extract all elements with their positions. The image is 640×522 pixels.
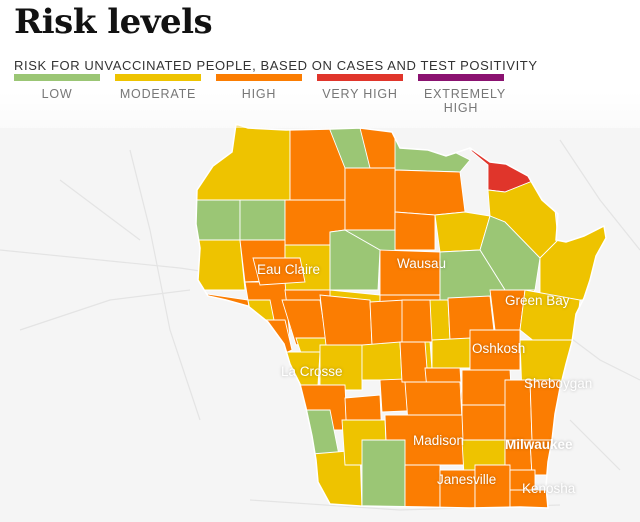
county-oneida[interactable]: [394, 211, 436, 251]
city-label-la-crosse: La Crosse: [281, 364, 343, 379]
legend-swatch-very-high: [317, 74, 403, 81]
county-fond-du-lac[interactable]: [461, 369, 513, 406]
header-panel: Risk levels RISK FOR UNVACCINATED PEOPLE…: [0, 0, 640, 128]
county-lafayette[interactable]: [361, 439, 406, 510]
state-outline: [195, 123, 607, 509]
city-label-green-bay: Green Bay: [505, 293, 570, 308]
legend-item-extremely-high: EXTREMELY HIGH: [418, 74, 506, 115]
legend-item-very-high: VERY HIGH: [317, 74, 403, 101]
legend-item-low: LOW: [14, 74, 100, 101]
legend-label-moderate: MODERATE: [119, 87, 197, 101]
legend-item-moderate: MODERATE: [115, 74, 201, 101]
legend-label-high: HIGH: [241, 87, 277, 101]
city-label-janesville: Janesville: [437, 472, 497, 487]
county-calumet[interactable]: [469, 329, 521, 371]
basemap-roads: [0, 139, 640, 511]
county-eau-claire[interactable]: [252, 257, 306, 286]
legend-swatch-high: [216, 74, 302, 81]
city-label-kenosha: Kenosha: [522, 481, 576, 496]
legend-swatch-low: [14, 74, 100, 81]
city-label-oshkosh: Oshkosh: [472, 341, 526, 356]
county-jackson[interactable]: [319, 294, 373, 346]
county-juneau[interactable]: [361, 341, 403, 381]
city-label-sheboygan: Sheboygan: [524, 376, 593, 391]
city-label-eau-claire: Eau Claire: [257, 262, 321, 277]
legend-label-extremely-high: EXTREMELY HIGH: [424, 87, 506, 115]
county-taylor[interactable]: [329, 229, 381, 291]
city-label-madison: Madison: [413, 433, 465, 448]
county-monroe[interactable]: [319, 344, 363, 391]
county-price[interactable]: [344, 167, 396, 231]
county-waushara[interactable]: [401, 299, 433, 343]
county-winnebago[interactable]: [431, 337, 471, 369]
legend-label-low: LOW: [41, 87, 73, 101]
county-forest[interactable]: [394, 169, 466, 216]
legend-swatch-moderate: [115, 74, 201, 81]
county-dodge[interactable]: [461, 404, 506, 446]
county-rock[interactable]: [439, 469, 476, 510]
legend-label-very-high: VERY HIGH: [322, 87, 398, 101]
county-marquette[interactable]: [399, 341, 429, 383]
county-green[interactable]: [404, 464, 441, 510]
page-title: Risk levels: [14, 2, 213, 42]
city-label-wausau: Wausau: [397, 256, 447, 271]
county-walworth[interactable]: [474, 464, 511, 510]
counties-layer: [196, 124, 606, 510]
legend-item-high: HIGH: [216, 74, 302, 101]
city-label-milwaukee: Milwaukee: [505, 437, 573, 452]
county-washburn[interactable]: [239, 199, 286, 241]
legend-swatch-extremely-high: [418, 74, 504, 81]
legend-subtitle: RISK FOR UNVACCINATED PEOPLE, BASED ON C…: [14, 58, 538, 73]
